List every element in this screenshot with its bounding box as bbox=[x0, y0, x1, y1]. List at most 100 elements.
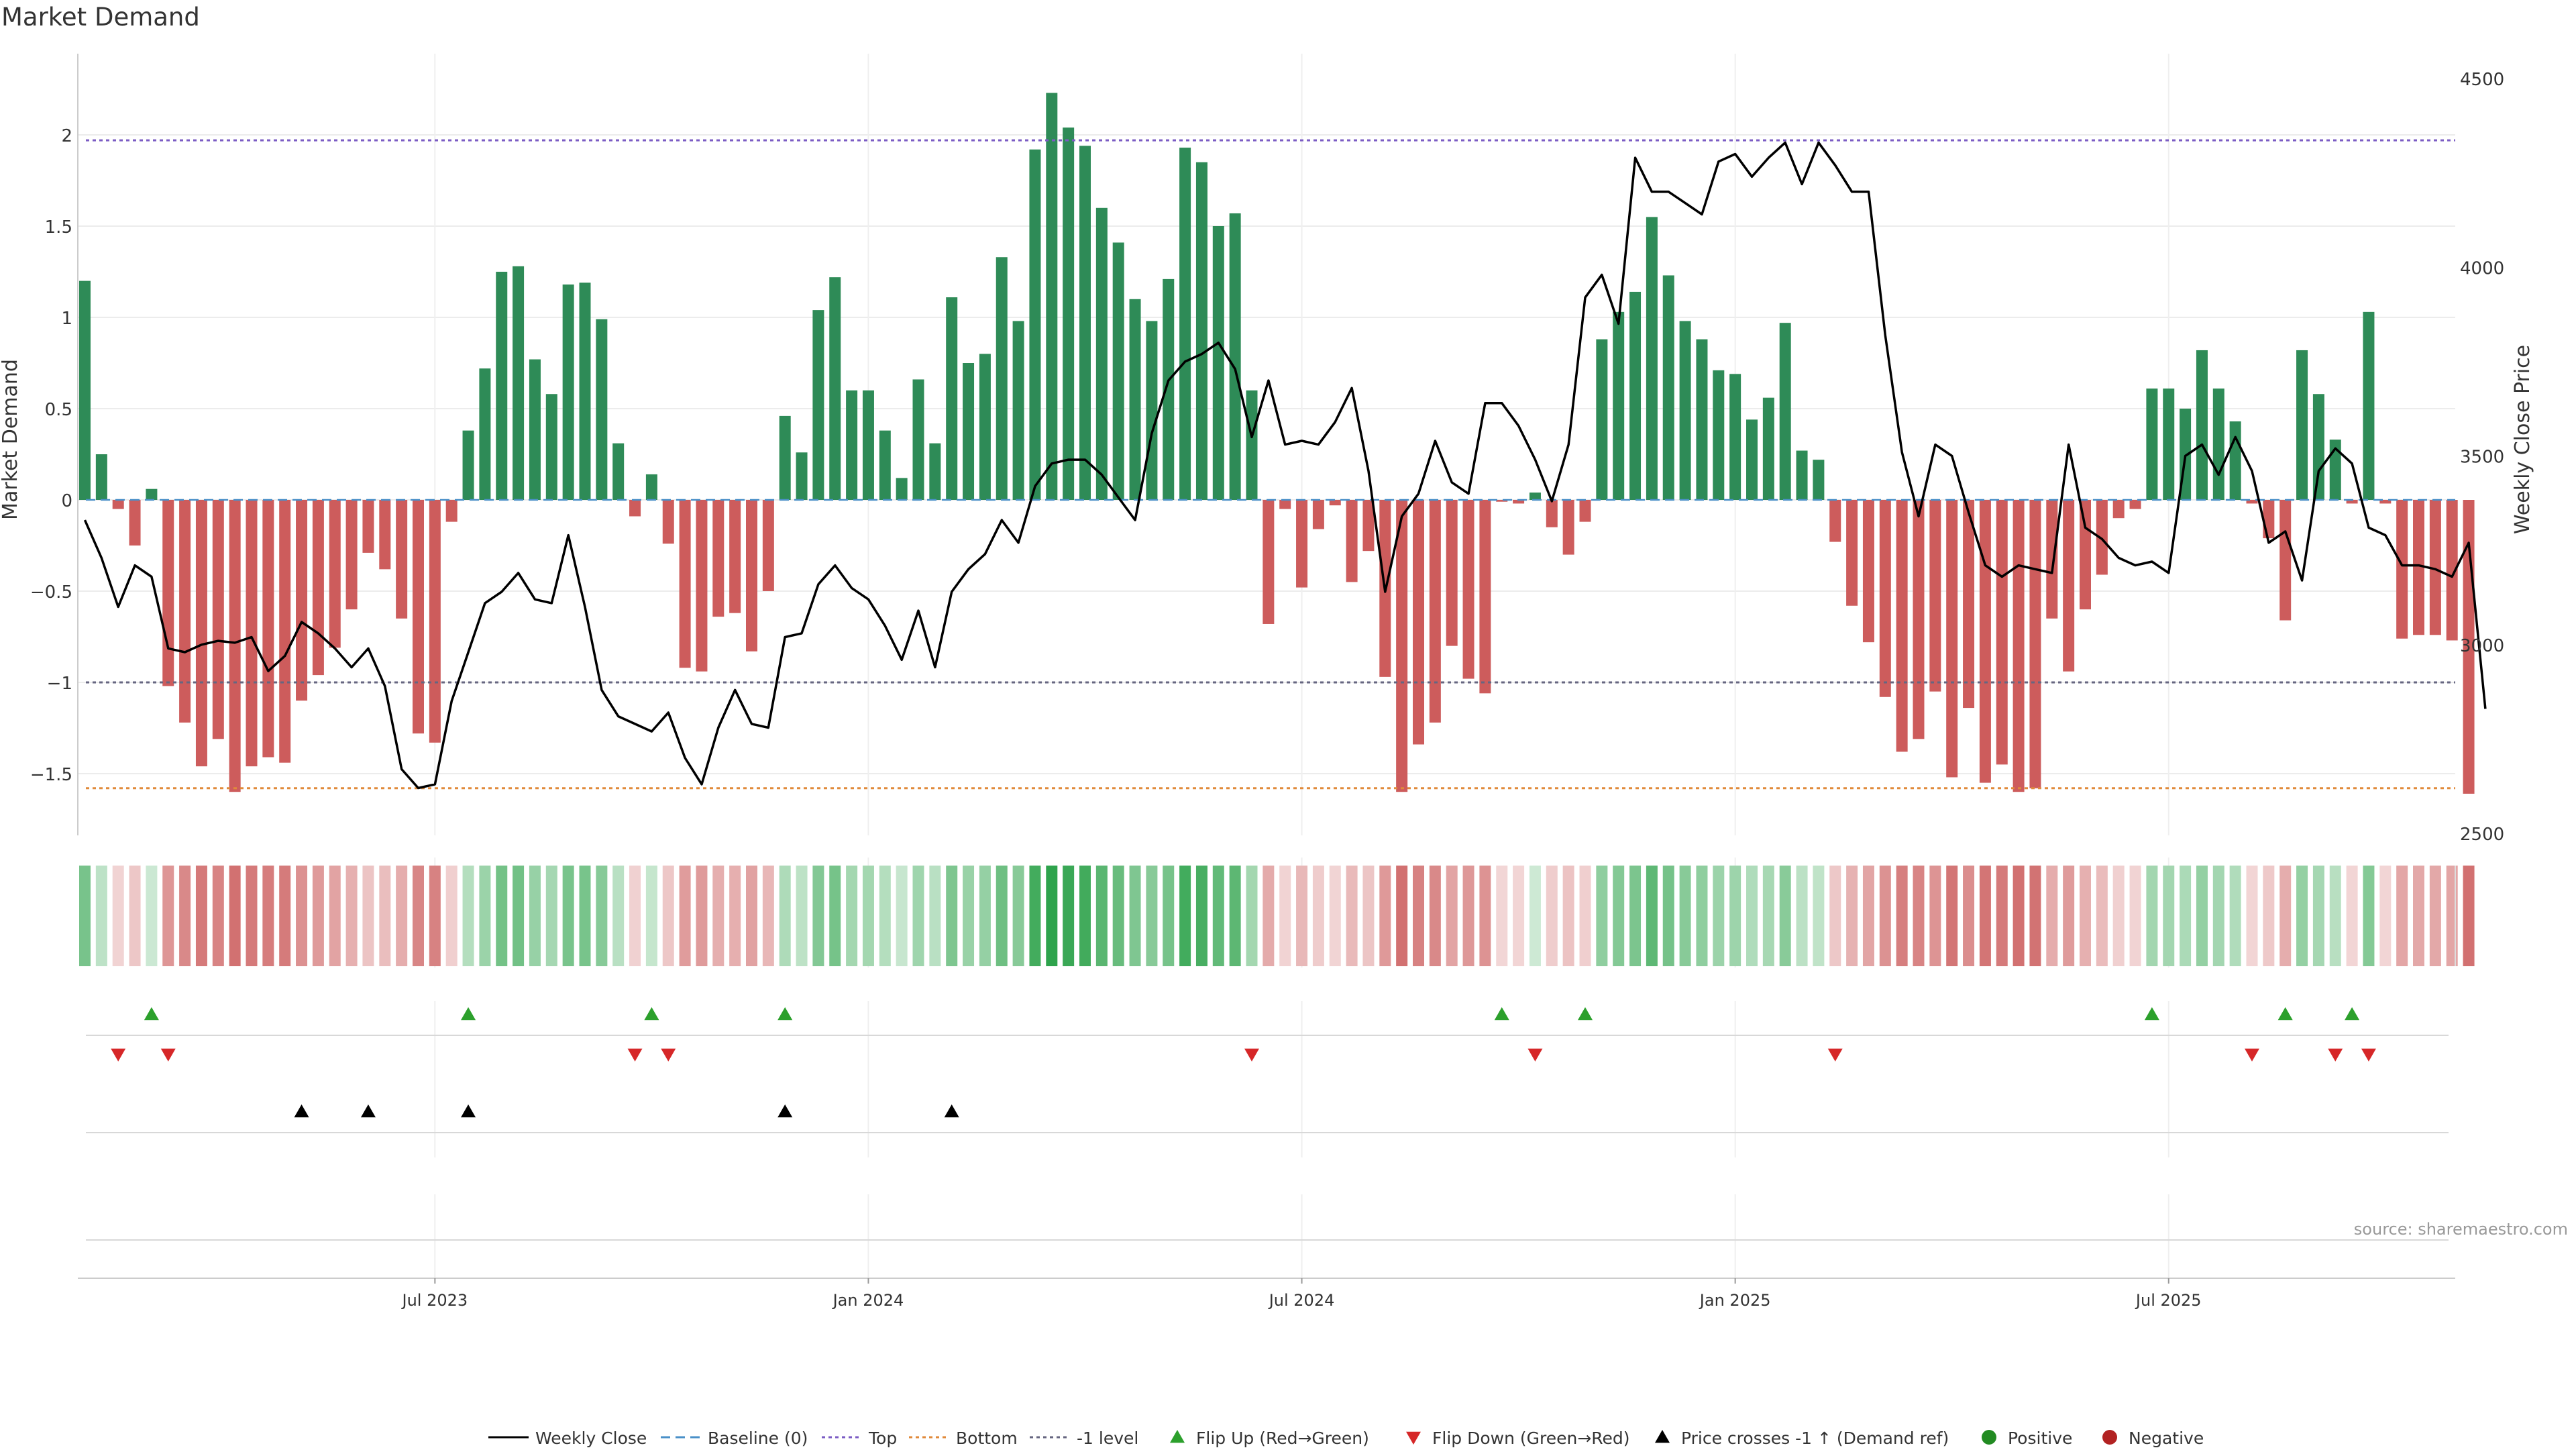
y-tick-label: 0 bbox=[61, 491, 72, 511]
demand-bar bbox=[963, 363, 975, 500]
legend-label: Weekly Close bbox=[535, 1429, 647, 1448]
heat-cell bbox=[612, 866, 625, 966]
heat-cell bbox=[2446, 866, 2458, 966]
heat-cell bbox=[1012, 866, 1024, 966]
heat-cell bbox=[812, 866, 824, 966]
demand-bar bbox=[1362, 500, 1375, 552]
heat-cell bbox=[1212, 866, 1224, 966]
heat-cell bbox=[2180, 866, 2192, 966]
heat-cell bbox=[1796, 866, 1808, 966]
demand-bar bbox=[2029, 500, 2041, 788]
heat-cell bbox=[829, 866, 841, 966]
legend-label: Price crosses -1 ↑ (Demand ref) bbox=[1681, 1429, 1949, 1448]
legend-label: Negative bbox=[2129, 1429, 2204, 1448]
demand-bar bbox=[112, 500, 124, 509]
demand-bar bbox=[1112, 242, 1124, 500]
demand-bar bbox=[812, 310, 824, 500]
demand-bar bbox=[746, 500, 757, 652]
heat-cell bbox=[445, 866, 458, 966]
legend-label: Positive bbox=[2008, 1429, 2072, 1448]
y-tick-label: 1 bbox=[61, 309, 72, 329]
x-tick-label: Jul 2023 bbox=[401, 1291, 468, 1310]
demand-bar bbox=[195, 500, 207, 767]
demand-bar bbox=[1862, 500, 1874, 643]
legend-label: Bottom bbox=[956, 1429, 1018, 1448]
heat-cell bbox=[1046, 866, 1058, 966]
flip-up-marker bbox=[144, 1007, 159, 1021]
legend-label: Flip Down (Green→Red) bbox=[1432, 1429, 1630, 1448]
y2-tick-label: 2500 bbox=[2460, 825, 2504, 845]
heat-cell bbox=[1846, 866, 1858, 966]
y-axis-label: Market Demand bbox=[0, 359, 22, 520]
demand-bar bbox=[1596, 339, 1608, 500]
heat-cell bbox=[1179, 866, 1191, 966]
heat-cell bbox=[579, 866, 591, 966]
heat-cell bbox=[1462, 866, 1474, 966]
heat-cell bbox=[2096, 866, 2108, 966]
demand-bar bbox=[1329, 500, 1341, 506]
heat-cell bbox=[629, 866, 641, 966]
demand-bar bbox=[629, 500, 641, 517]
weekly-close-line bbox=[83, 141, 2487, 790]
demand-bar bbox=[696, 500, 708, 672]
heat-cell bbox=[195, 866, 207, 966]
demand-bar bbox=[2196, 350, 2208, 500]
heat-cell bbox=[1229, 866, 1241, 966]
heat-cell bbox=[779, 866, 791, 966]
heat-cell bbox=[1296, 866, 1308, 966]
demand-bar bbox=[2012, 500, 2025, 792]
heat-cell bbox=[2112, 866, 2125, 966]
heat-cell bbox=[2196, 866, 2208, 966]
flip-up-marker bbox=[2345, 1007, 2360, 1021]
heat-cell bbox=[912, 866, 924, 966]
demand-bar bbox=[2312, 394, 2324, 500]
heat-cell bbox=[2263, 866, 2275, 966]
x-tick-label: Jan 2024 bbox=[832, 1291, 904, 1310]
demand-bar bbox=[1312, 500, 1324, 529]
demand-bar bbox=[1296, 500, 1308, 588]
heat-cell bbox=[1596, 866, 1608, 966]
demand-bar bbox=[1829, 500, 1841, 542]
heat-cell bbox=[1696, 866, 1708, 966]
flip-up-marker bbox=[1578, 1007, 1593, 1021]
heat-cell bbox=[362, 866, 374, 966]
heat-cell bbox=[2046, 866, 2058, 966]
flip-up-marker bbox=[461, 1007, 476, 1021]
demand-bars bbox=[79, 93, 2475, 794]
heat-cell bbox=[229, 866, 241, 966]
demand-bar bbox=[1613, 311, 1625, 500]
demand-bar bbox=[79, 280, 91, 500]
demand-bar bbox=[379, 500, 391, 570]
heat-cell bbox=[2246, 866, 2258, 966]
demand-bar bbox=[2163, 388, 2175, 500]
heat-cell bbox=[345, 866, 358, 966]
demand-bar bbox=[1746, 419, 1758, 500]
legend-swatch-dot bbox=[1982, 1430, 1996, 1445]
demand-bar bbox=[2446, 500, 2458, 641]
heat-cell bbox=[146, 866, 158, 966]
heat-cell bbox=[979, 866, 991, 966]
demand-bar bbox=[612, 443, 625, 500]
demand-bar bbox=[779, 415, 791, 500]
demand-bar bbox=[1729, 374, 1741, 500]
heat-cell bbox=[1496, 866, 1508, 966]
heat-cell bbox=[513, 866, 525, 966]
chart-title: Market Demand bbox=[1, 3, 200, 32]
heat-cell bbox=[2279, 866, 2292, 966]
flip-down-marker bbox=[111, 1048, 126, 1061]
demand-bar bbox=[2263, 500, 2275, 539]
demand-bar bbox=[2329, 439, 2341, 500]
heat-cell bbox=[2129, 866, 2141, 966]
demand-bar bbox=[2246, 500, 2258, 504]
demand-bar bbox=[1346, 500, 1358, 582]
heat-cell bbox=[1679, 866, 1691, 966]
heat-cell bbox=[1029, 866, 1041, 966]
demand-bar bbox=[1246, 390, 1258, 500]
demand-bar bbox=[1963, 500, 1975, 709]
demand-bar bbox=[679, 500, 691, 668]
heat-cell bbox=[1813, 866, 1825, 966]
demand-bar bbox=[912, 379, 924, 500]
price-cross-marker bbox=[461, 1104, 476, 1118]
demand-bar bbox=[1796, 450, 1808, 500]
demand-bar bbox=[2413, 500, 2424, 635]
